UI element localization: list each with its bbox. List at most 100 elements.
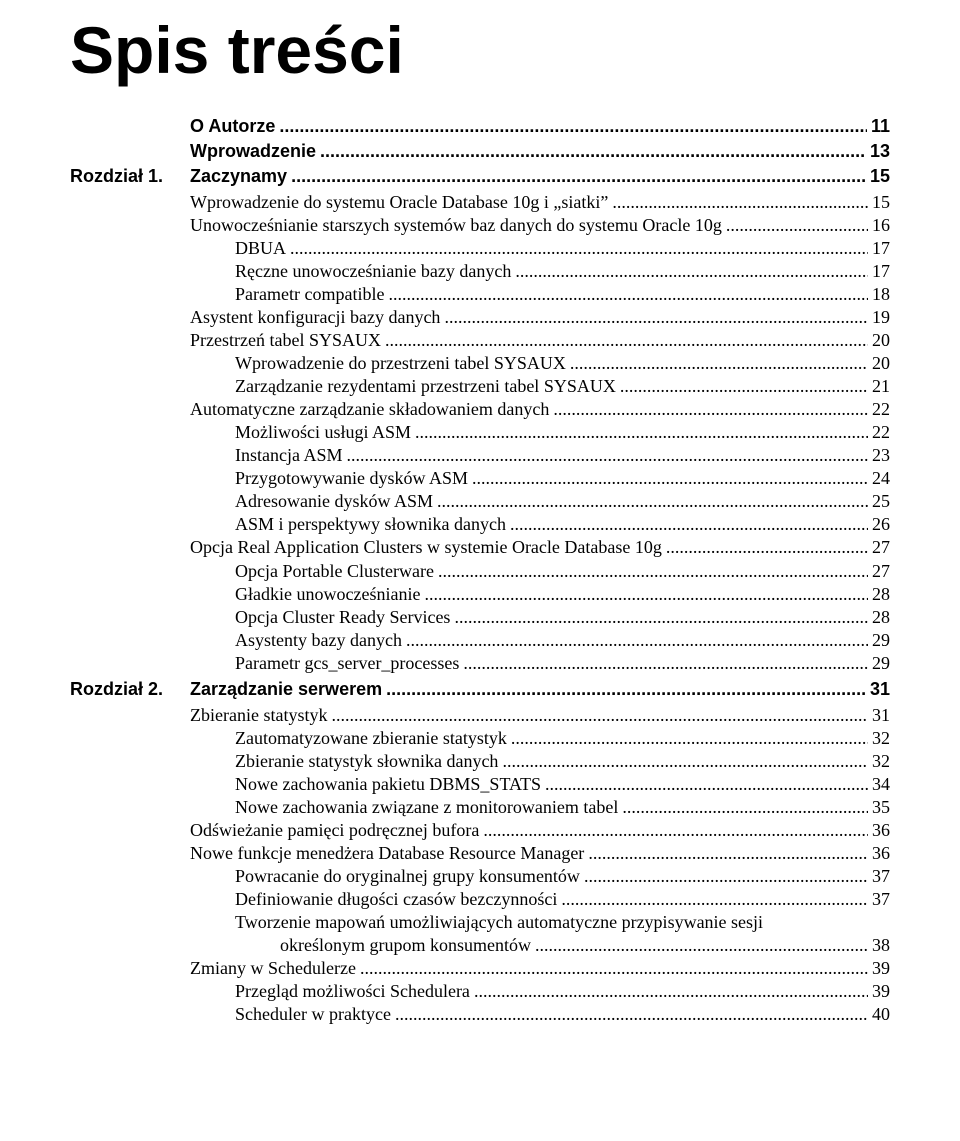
toc-entry: Gładkie unowocześnianie.................… [70, 583, 890, 606]
line-content: Unowocześnianie starszych systemów baz d… [190, 214, 890, 237]
page-number: 20 [872, 329, 890, 352]
line-content: Nowe funkcje menedżera Database Resource… [190, 842, 890, 865]
leaders: ........................................… [331, 704, 868, 727]
toc-entry: Asystenty bazy danych...................… [70, 629, 890, 652]
page-number: 39 [872, 980, 890, 1003]
toc-entry: Automatyczne zarządzanie składowaniem da… [70, 398, 890, 421]
line-content: Przegląd możliwości Schedulera..........… [235, 980, 890, 1003]
leaders: ........................................… [510, 513, 868, 536]
leaders: ........................................… [666, 536, 868, 559]
page-number: 23 [872, 444, 890, 467]
chapter-label: Rozdział 1. [70, 166, 190, 187]
toc-entry: Definiowanie długości czasów bezczynnośc… [70, 888, 890, 911]
entry-title: Powracanie do oryginalnej grupy konsumen… [235, 865, 580, 888]
page-number: 16 [872, 214, 890, 237]
toc-entry: Nowe zachowania pakietu DBMS_STATS......… [70, 773, 890, 796]
toc-entry: Wprowadzenie do systemu Oracle Database … [70, 191, 890, 214]
toc-entry: DBUA....................................… [70, 237, 890, 260]
toc-entry: Adresowanie dysków ASM..................… [70, 490, 890, 513]
leaders: ........................................… [612, 191, 868, 214]
page-number: 35 [872, 796, 890, 819]
page-number: 15 [872, 191, 890, 214]
page-number: 11 [871, 116, 890, 137]
leaders: ........................................… [386, 679, 866, 700]
line-content: Zmiany w Schedulerze....................… [190, 957, 890, 980]
entry-title: Przegląd możliwości Schedulera [235, 980, 470, 1003]
leaders: ........................................… [502, 750, 868, 773]
leaders: ........................................… [424, 583, 868, 606]
leaders: ........................................… [620, 375, 868, 398]
page: Spis treści O Autorze...................… [0, 0, 960, 1066]
line-content: ASM i perspektywy słownika danych.......… [235, 513, 890, 536]
chapters: Rozdział 1.Zaczynamy....................… [70, 166, 890, 1026]
leaders: ........................................… [388, 283, 868, 306]
page-number: 24 [872, 467, 890, 490]
entry-title: Unowocześnianie starszych systemów baz d… [190, 214, 722, 237]
leaders: ........................................… [291, 166, 866, 187]
line-content: Instancja ASM...........................… [235, 444, 890, 467]
entry-title: Ręczne unowocześnianie bazy danych [235, 260, 511, 283]
toc-entry: Asystent konfiguracji bazy danych.......… [70, 306, 890, 329]
line-content: Przygotowywanie dysków ASM..............… [235, 467, 890, 490]
entry-title: O Autorze [190, 116, 275, 137]
line-content: Opcja Cluster Ready Services............… [235, 606, 890, 629]
entry-title: Definiowanie długości czasów bezczynnośc… [235, 888, 557, 911]
line-content: Parametr compatible.....................… [235, 283, 890, 306]
page-number: 31 [870, 679, 890, 700]
line-content: Zarządzanie rezydentami przestrzeni tabe… [235, 375, 890, 398]
leaders: ........................................… [561, 888, 868, 911]
entry-title: Opcja Portable Clusterware [235, 560, 434, 583]
chapter-heading: Rozdział 1.Zaczynamy....................… [70, 166, 890, 187]
entry-title: Opcja Real Application Clusters w system… [190, 536, 662, 559]
page-number: 20 [872, 352, 890, 375]
main-title: Spis treści [70, 12, 890, 88]
entry-title: Adresowanie dysków ASM [235, 490, 433, 513]
page-number: 28 [872, 583, 890, 606]
page-number: 31 [872, 704, 890, 727]
entry-title: DBUA [235, 237, 286, 260]
line-content: Opcja Portable Clusterware..............… [235, 560, 890, 583]
entry-title: Opcja Cluster Ready Services [235, 606, 450, 629]
line-content: Wprowadzenie............................… [190, 141, 890, 162]
entry-title: Asystent konfiguracji bazy danych [190, 306, 440, 329]
line-content: Zaczynamy...............................… [190, 166, 890, 187]
top-entry: O Autorze...............................… [70, 116, 890, 137]
leaders: ........................................… [444, 306, 868, 329]
toc-entry: Powracanie do oryginalnej grupy konsumen… [70, 865, 890, 888]
leaders: ........................................… [463, 652, 868, 675]
chapter-heading: Rozdział 2.Zarządzanie serwerem.........… [70, 679, 890, 700]
entry-title: Parametr compatible [235, 283, 384, 306]
line-content: Możliwości usługi ASM...................… [235, 421, 890, 444]
toc-entry: Ręczne unowocześnianie bazy danych......… [70, 260, 890, 283]
entry-title: Odświeżanie pamięci podręcznej bufora [190, 819, 479, 842]
leaders: ........................................… [726, 214, 868, 237]
leaders: ........................................… [454, 606, 868, 629]
line-content: DBUA....................................… [235, 237, 890, 260]
page-number: 40 [872, 1003, 890, 1026]
entry-title: Zaczynamy [190, 166, 287, 187]
page-number: 17 [872, 237, 890, 260]
leaders: ........................................… [347, 444, 869, 467]
entry-title: Zarządzanie serwerem [190, 679, 382, 700]
page-number: 13 [870, 141, 890, 162]
leaders: ........................................… [395, 1003, 868, 1026]
leaders: ........................................… [290, 237, 868, 260]
toc-entry: Instancja ASM...........................… [70, 444, 890, 467]
page-number: 29 [872, 629, 890, 652]
entry-title: Przygotowywanie dysków ASM [235, 467, 468, 490]
line-content: Asystenty bazy danych...................… [235, 629, 890, 652]
toc-entry: Zautomatyzowane zbieranie statystyk.....… [70, 727, 890, 750]
page-number: 34 [872, 773, 890, 796]
leaders: ........................................… [511, 727, 868, 750]
page-number: 32 [872, 727, 890, 750]
line-content: Definiowanie długości czasów bezczynnośc… [235, 888, 890, 911]
leaders: ........................................… [515, 260, 868, 283]
line-content: Zbieranie statystyk słownika danych.....… [235, 750, 890, 773]
leaders: ........................................… [584, 865, 868, 888]
page-number: 22 [872, 398, 890, 421]
line-content: Tworzenie mapowań umożliwiających automa… [235, 911, 890, 934]
entry-title: Zmiany w Schedulerze [190, 957, 356, 980]
entry-title: Zbieranie statystyk słownika danych [235, 750, 498, 773]
toc-entry: ASM i perspektywy słownika danych.......… [70, 513, 890, 536]
toc-entry: Scheduler w praktyce....................… [70, 1003, 890, 1026]
